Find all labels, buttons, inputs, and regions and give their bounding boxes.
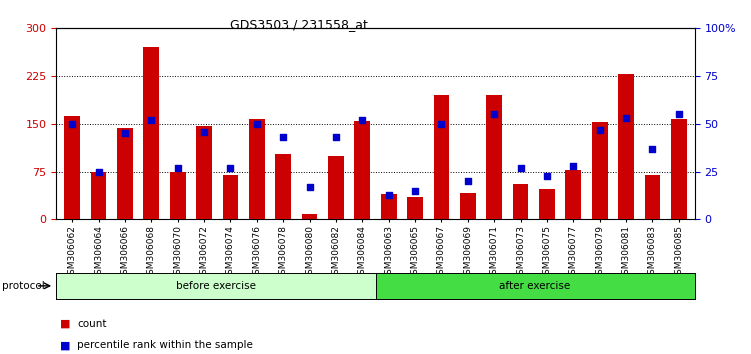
Bar	[433, 95, 449, 219]
Bar	[566, 170, 581, 219]
Point	[66, 121, 78, 127]
Point	[277, 135, 289, 140]
Bar	[249, 119, 264, 219]
Point	[330, 135, 342, 140]
Bar	[117, 129, 133, 219]
Point	[119, 131, 131, 136]
Bar	[644, 175, 660, 219]
Text: count: count	[77, 319, 107, 329]
Point	[225, 165, 237, 171]
Bar	[196, 126, 212, 219]
Bar	[91, 172, 107, 219]
Bar	[381, 194, 397, 219]
Bar	[328, 156, 344, 219]
Point	[172, 165, 184, 171]
Point	[251, 121, 263, 127]
Bar	[618, 74, 634, 219]
Point	[488, 112, 500, 117]
Bar	[222, 175, 238, 219]
Bar	[143, 47, 159, 219]
Point	[92, 169, 104, 175]
Point	[436, 121, 448, 127]
Point	[356, 117, 368, 123]
Point	[541, 173, 553, 178]
Point	[198, 129, 210, 135]
Point	[383, 192, 395, 198]
Bar	[513, 184, 529, 219]
Point	[567, 163, 579, 169]
Point	[514, 165, 526, 171]
Bar	[276, 154, 291, 219]
Bar	[539, 189, 555, 219]
Point	[409, 188, 421, 194]
Point	[303, 184, 315, 190]
Text: ■: ■	[60, 340, 71, 350]
Bar	[460, 193, 475, 219]
Bar	[170, 172, 185, 219]
Bar	[487, 95, 502, 219]
Point	[594, 127, 606, 132]
Text: ■: ■	[60, 319, 71, 329]
Point	[620, 115, 632, 121]
Bar	[671, 119, 686, 219]
Point	[145, 117, 157, 123]
Bar	[354, 121, 370, 219]
Bar	[592, 122, 608, 219]
Bar	[65, 116, 80, 219]
Point	[647, 146, 659, 152]
Text: percentile rank within the sample: percentile rank within the sample	[77, 340, 253, 350]
Point	[462, 178, 474, 184]
Text: protocol: protocol	[2, 281, 45, 291]
Text: after exercise: after exercise	[499, 281, 571, 291]
Point	[673, 112, 685, 117]
Text: GDS3503 / 231558_at: GDS3503 / 231558_at	[230, 18, 368, 31]
Text: before exercise: before exercise	[176, 281, 256, 291]
Bar	[407, 197, 423, 219]
Bar	[302, 215, 318, 219]
